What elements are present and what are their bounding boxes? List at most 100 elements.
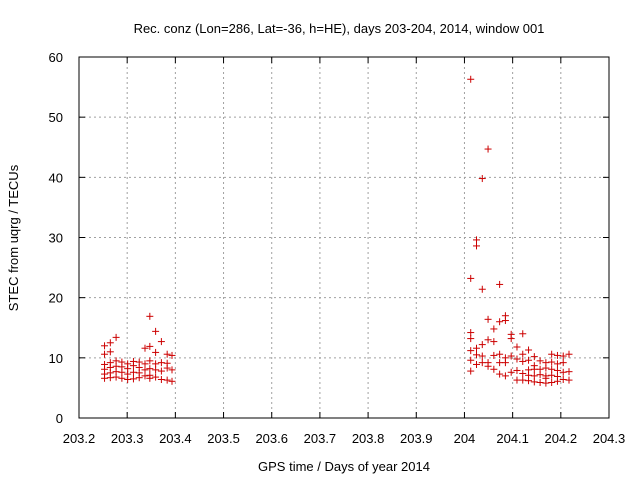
data-point: [106, 339, 114, 347]
data-point: [548, 358, 556, 366]
data-point: [112, 333, 120, 341]
data-point: [530, 353, 538, 361]
x-tick-label: 204.3: [593, 431, 626, 446]
y-axis-label: STEC from uqrg / TECUs: [6, 164, 21, 311]
x-tick-label: 203.9: [400, 431, 433, 446]
data-point: [168, 377, 176, 385]
data-point: [507, 352, 515, 360]
data-point: [129, 375, 137, 383]
data-point: [141, 360, 149, 368]
data-point: [473, 236, 480, 244]
x-tick-label: 203.5: [207, 431, 240, 446]
data-point: [129, 362, 137, 370]
y-tick-label: 60: [49, 50, 63, 65]
data-point: [530, 372, 538, 380]
data-point: [163, 376, 171, 384]
data-point: [101, 342, 109, 350]
data-point: [507, 335, 515, 343]
data-point: [118, 374, 126, 382]
data-point: [478, 341, 486, 349]
plot-frame: [78, 56, 610, 419]
data-point: [152, 348, 160, 356]
data-point: [559, 368, 567, 376]
data-point: [146, 312, 154, 320]
data-point: [146, 357, 154, 365]
data-point: [473, 242, 480, 250]
data-point: [565, 368, 573, 376]
x-tick-label: 204.1: [496, 431, 529, 446]
data-point: [478, 285, 486, 293]
data-point: [525, 346, 533, 354]
data-point: [559, 359, 567, 367]
data-point: [467, 75, 475, 83]
data-point: [473, 360, 480, 368]
data-point: [473, 344, 480, 352]
data-point: [152, 373, 160, 381]
data-point: [553, 360, 561, 368]
data-point: [467, 356, 475, 364]
data-point: [536, 357, 544, 365]
x-tick-label: 203.7: [304, 431, 337, 446]
data-point: [530, 378, 538, 386]
data-point: [536, 371, 544, 379]
data-point: [106, 348, 114, 356]
data-point: [519, 357, 527, 365]
data-point: [553, 351, 561, 359]
data-point: [106, 374, 114, 382]
data-point: [168, 351, 176, 359]
data-point: [157, 375, 165, 383]
data-point: [484, 336, 492, 344]
data-point: [467, 335, 475, 343]
data-point: [135, 374, 143, 382]
data-point: [496, 370, 504, 378]
data-point: [559, 375, 567, 383]
data-point: [490, 325, 498, 333]
y-tick-label: 50: [49, 110, 63, 125]
data-point: [542, 379, 550, 387]
data-point: [157, 367, 165, 375]
data-point: [536, 379, 544, 387]
x-tick-label: 203.3: [111, 431, 144, 446]
y-tick-label: 0: [56, 411, 63, 426]
y-tick-label: 40: [49, 170, 63, 185]
data-point: [118, 368, 126, 376]
grid: [79, 57, 609, 418]
data-point: [542, 364, 550, 372]
data-point: [548, 371, 556, 379]
data-point: [478, 175, 486, 183]
data-point: [112, 373, 120, 381]
data-point: [473, 351, 480, 359]
data-point: [467, 329, 475, 337]
data-point: [467, 347, 475, 355]
data-point: [490, 351, 498, 359]
data-point: [565, 350, 573, 358]
data-point: [163, 350, 171, 358]
data-point: [467, 274, 475, 282]
x-tick-labels: 203.2 203.3 203.4 203.5 203.6 203.7 203.8 203.9…: [63, 431, 626, 446]
data-point: [519, 369, 527, 377]
data-point: [565, 376, 573, 384]
data-point: [146, 342, 154, 350]
x-tick-label: 204: [454, 431, 476, 446]
data-point: [548, 350, 556, 358]
data-point: [141, 366, 149, 374]
data-point: [146, 365, 154, 373]
data-point: [513, 343, 521, 351]
data-point: [129, 368, 137, 376]
y-tick-label: 10: [49, 351, 63, 366]
data-point: [168, 366, 176, 374]
data-point: [553, 366, 561, 374]
data-point: [163, 364, 171, 372]
data-point: [484, 362, 492, 370]
data-point: [152, 366, 160, 374]
data-point: [124, 375, 132, 383]
data-point: [501, 359, 509, 367]
x-tick-label: 203.6: [255, 431, 288, 446]
data-points: [101, 75, 573, 387]
data-point: [152, 360, 160, 368]
data-point: [525, 377, 533, 385]
y-tick-label: 30: [49, 231, 63, 246]
data-point: [101, 374, 109, 382]
data-point: [496, 280, 504, 288]
